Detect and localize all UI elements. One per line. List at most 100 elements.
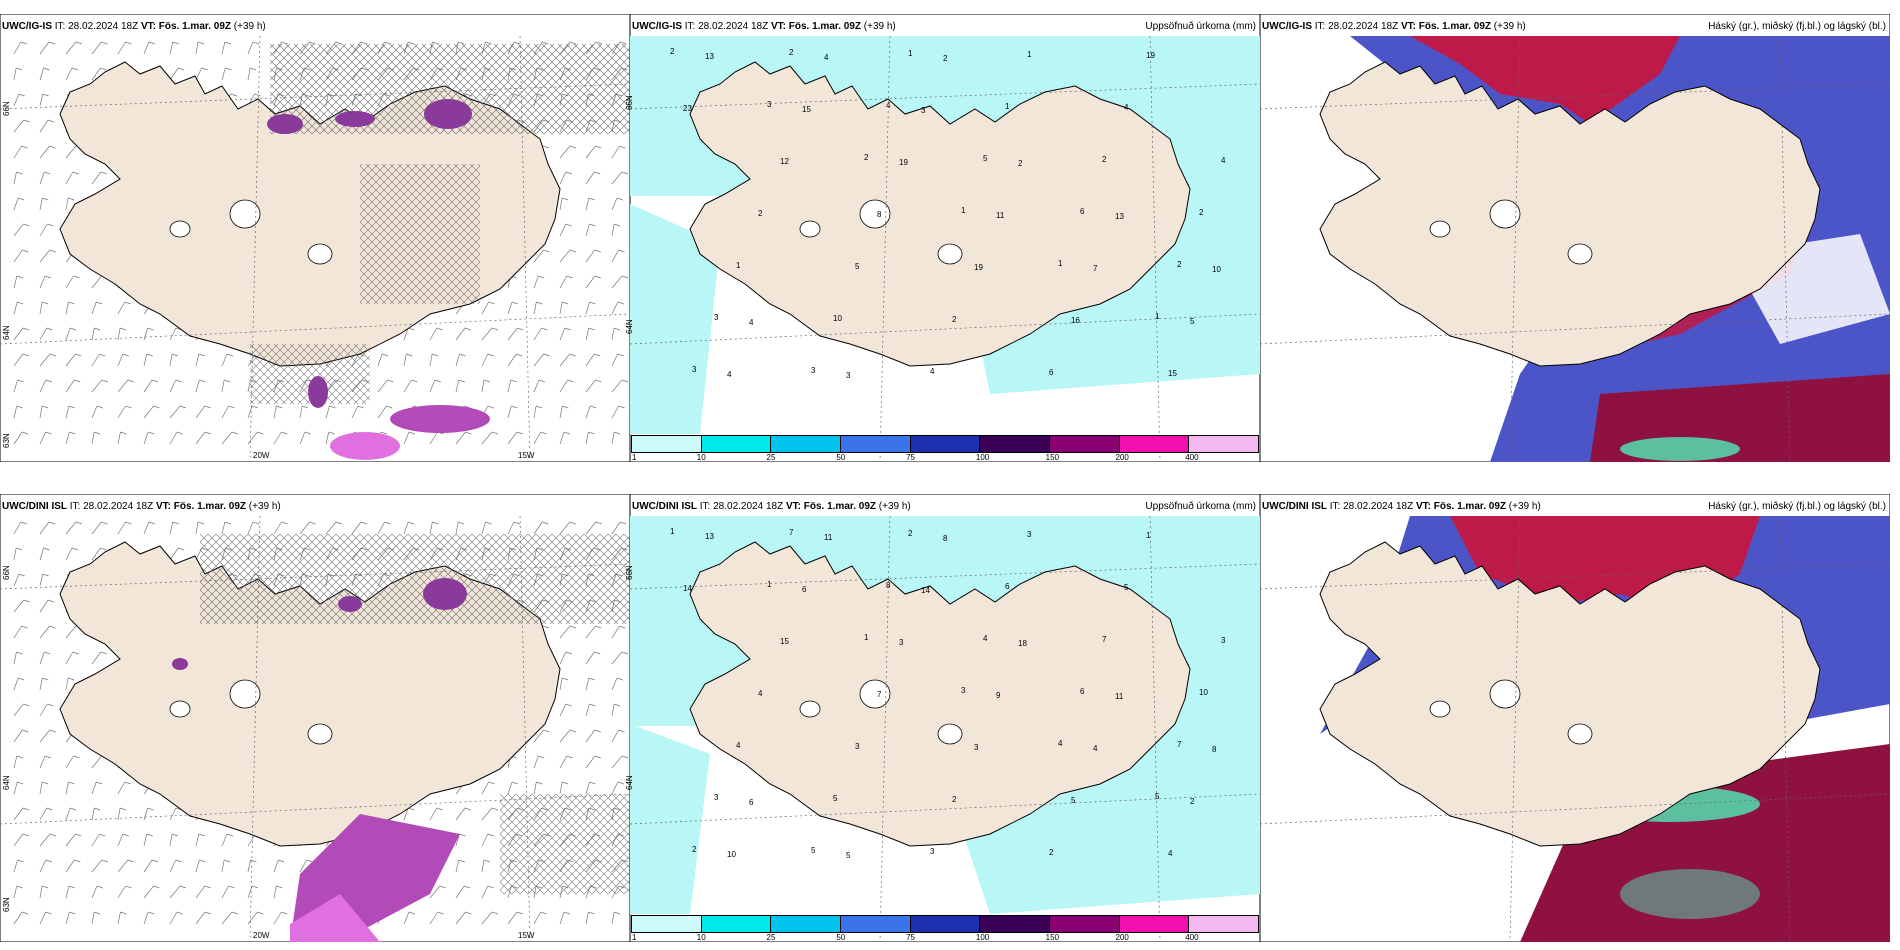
precip-value: 4 xyxy=(1093,744,1098,753)
iceland-land xyxy=(689,541,1191,847)
iceland-land xyxy=(1319,541,1821,847)
precip-value: 3 xyxy=(767,100,772,109)
wind-barb xyxy=(91,885,104,899)
wind-barb xyxy=(221,911,239,925)
wind-barb xyxy=(39,729,56,743)
wind-barb xyxy=(117,859,134,873)
wind-barb xyxy=(559,275,573,289)
wind-barb xyxy=(429,807,443,821)
wind-barb xyxy=(507,379,517,393)
wind-barb xyxy=(481,807,499,821)
colorbar-ticks: 1 10 25 50 75 100 150 200 400 xyxy=(631,453,1259,462)
precip-value: 14 xyxy=(683,584,692,593)
wind-barb xyxy=(351,521,367,535)
precip-value: 19 xyxy=(974,263,983,272)
wind-barb xyxy=(39,755,52,769)
wind-barb xyxy=(559,625,577,639)
wind-barb xyxy=(585,781,596,795)
colorbar-swatch xyxy=(771,436,842,452)
wind-barb xyxy=(143,431,155,445)
wind-barb xyxy=(117,431,127,445)
wind-barb xyxy=(169,41,179,55)
precip-value: 6 xyxy=(1049,368,1054,377)
wind-barb xyxy=(13,379,24,393)
wind-barb xyxy=(221,41,231,55)
lon-label: 20W xyxy=(253,451,270,460)
panel-header: UWC/DINI ISL IT: 28.02.2024 18Z VT: Fös.… xyxy=(632,501,911,512)
wind-barb xyxy=(169,353,179,367)
wind-barb xyxy=(559,781,569,795)
wind-barb xyxy=(533,301,543,315)
wind-barb xyxy=(13,521,27,535)
precip-value: 4 xyxy=(886,101,891,110)
wind-barb xyxy=(91,301,103,315)
wind-barb xyxy=(13,755,23,769)
wind-barb xyxy=(559,651,572,665)
wind-barb xyxy=(91,781,103,795)
colorbar-swatch xyxy=(632,436,702,452)
lake xyxy=(1429,220,1451,238)
coastline xyxy=(689,61,1191,367)
precip-value: 4 xyxy=(930,367,935,376)
precip-value: 7 xyxy=(1093,264,1098,273)
wind-barb xyxy=(13,859,24,873)
precip-value: 10 xyxy=(1199,688,1208,697)
wind-barb xyxy=(533,431,547,445)
precip-value: 8 xyxy=(943,534,948,543)
wind-barb xyxy=(169,859,182,873)
parallel-line xyxy=(0,563,630,590)
colorbar-tick-label: 25 xyxy=(766,933,776,942)
wind-barb xyxy=(169,547,185,561)
wind-barb xyxy=(221,833,234,847)
wind-barb xyxy=(195,431,212,445)
wind-panel-dini: UWC/DINI ISL IT: 28.02.2024 18Z VT: Fös.… xyxy=(0,494,630,942)
meridian-line xyxy=(249,35,261,462)
wind-barb xyxy=(195,41,205,55)
precip-value: 8 xyxy=(877,210,882,219)
wind-barb xyxy=(91,807,101,821)
lake xyxy=(937,723,963,745)
meridian-line xyxy=(519,35,531,462)
wind-barb xyxy=(13,327,29,341)
wind-barb xyxy=(611,521,627,535)
wind-barb xyxy=(533,249,550,263)
precip-value: 5 xyxy=(1190,317,1195,326)
wind-barb xyxy=(585,431,595,445)
colorbar-tick-label: 10 xyxy=(696,933,706,942)
precip-value: 2 xyxy=(1018,159,1023,168)
wind-barb xyxy=(13,573,25,587)
wind-barb xyxy=(117,353,129,367)
wind-barb xyxy=(533,275,545,289)
wind-barb xyxy=(273,431,288,445)
precip-value: 3 xyxy=(1027,530,1032,539)
lat-label: 64N xyxy=(2,775,11,790)
lon-label: 20W xyxy=(253,931,270,940)
wind-barb xyxy=(507,353,523,367)
wind-barb xyxy=(377,521,391,535)
wind-barb xyxy=(273,885,283,899)
wind-barb xyxy=(39,327,53,341)
precip-value: 3 xyxy=(811,366,816,375)
meridian-line xyxy=(1779,35,1791,462)
wind-barb xyxy=(559,379,574,393)
lake xyxy=(1567,243,1593,265)
wind-barb xyxy=(533,379,546,393)
precip-value: 5 xyxy=(846,851,851,860)
colorbar-swatch xyxy=(1189,436,1259,452)
wind-barb xyxy=(117,301,131,315)
lat-label: 64N xyxy=(625,775,634,790)
wind-barb xyxy=(325,405,336,419)
parallel-line xyxy=(0,793,630,825)
wind-barb xyxy=(13,599,30,613)
lake xyxy=(1429,700,1451,718)
wind-barb xyxy=(13,431,29,445)
precip-value: 11 xyxy=(996,211,1005,220)
wind-barb xyxy=(39,573,49,587)
wind-barb xyxy=(117,405,132,419)
precip-value: 2 xyxy=(952,795,957,804)
wind-barb xyxy=(611,431,621,445)
cloud-panel-ig: UWC/IG-IS IT: 28.02.2024 18Z VT: Fös. 1.… xyxy=(1260,14,1890,462)
wind-barb xyxy=(481,859,491,873)
wind-barb xyxy=(65,807,77,821)
panel-title: Uppsöfnuð úrkoma (mm) xyxy=(1145,21,1256,32)
